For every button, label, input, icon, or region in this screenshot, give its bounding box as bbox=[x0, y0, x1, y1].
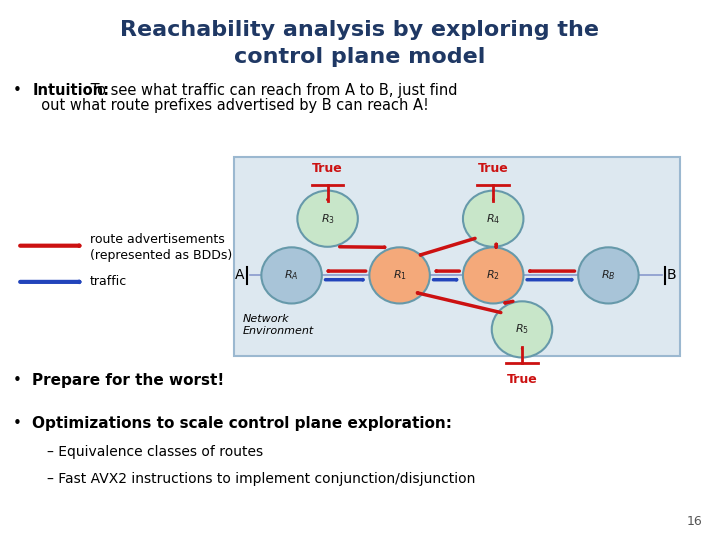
Text: •: • bbox=[13, 83, 22, 98]
Ellipse shape bbox=[463, 191, 523, 247]
Text: •: • bbox=[13, 416, 22, 431]
FancyBboxPatch shape bbox=[234, 157, 680, 356]
Text: 16: 16 bbox=[686, 515, 702, 528]
Text: (represented as BDDs): (represented as BDDs) bbox=[90, 249, 233, 262]
Ellipse shape bbox=[297, 191, 358, 247]
Text: B: B bbox=[667, 268, 677, 282]
Text: $R_{4}$: $R_{4}$ bbox=[486, 212, 500, 226]
Text: True: True bbox=[312, 163, 343, 176]
Ellipse shape bbox=[463, 247, 523, 303]
Text: Network
Environment: Network Environment bbox=[243, 314, 314, 336]
Text: $R_{1}$: $R_{1}$ bbox=[392, 268, 407, 282]
Text: Prepare for the worst!: Prepare for the worst! bbox=[32, 373, 225, 388]
Text: Intuition:: Intuition: bbox=[32, 83, 109, 98]
Text: •: • bbox=[13, 373, 22, 388]
Text: $R_{B}$: $R_{B}$ bbox=[601, 268, 616, 282]
Ellipse shape bbox=[261, 247, 322, 303]
Text: True: True bbox=[507, 373, 537, 386]
Ellipse shape bbox=[492, 301, 552, 357]
Text: $R_{2}$: $R_{2}$ bbox=[486, 268, 500, 282]
Text: route advertisements: route advertisements bbox=[90, 233, 225, 246]
Text: Reachability analysis by exploring the: Reachability analysis by exploring the bbox=[120, 19, 600, 40]
Text: out what route prefixes advertised by B can reach A!: out what route prefixes advertised by B … bbox=[32, 98, 429, 113]
Text: – Equivalence classes of routes: – Equivalence classes of routes bbox=[47, 445, 263, 459]
Text: To see what traffic can reach from A to B, just find: To see what traffic can reach from A to … bbox=[86, 83, 458, 98]
Text: True: True bbox=[478, 163, 508, 176]
Text: Optimizations to scale control plane exploration:: Optimizations to scale control plane exp… bbox=[32, 416, 452, 431]
Text: $R_{3}$: $R_{3}$ bbox=[320, 212, 335, 226]
Ellipse shape bbox=[369, 247, 430, 303]
Text: traffic: traffic bbox=[90, 275, 127, 288]
Text: $R_{5}$: $R_{5}$ bbox=[515, 322, 529, 336]
Text: control plane model: control plane model bbox=[234, 46, 486, 67]
Ellipse shape bbox=[578, 247, 639, 303]
Text: $R_{A}$: $R_{A}$ bbox=[284, 268, 299, 282]
Text: A: A bbox=[235, 268, 245, 282]
Text: – Fast AVX2 instructions to implement conjunction/disjunction: – Fast AVX2 instructions to implement co… bbox=[47, 472, 475, 486]
